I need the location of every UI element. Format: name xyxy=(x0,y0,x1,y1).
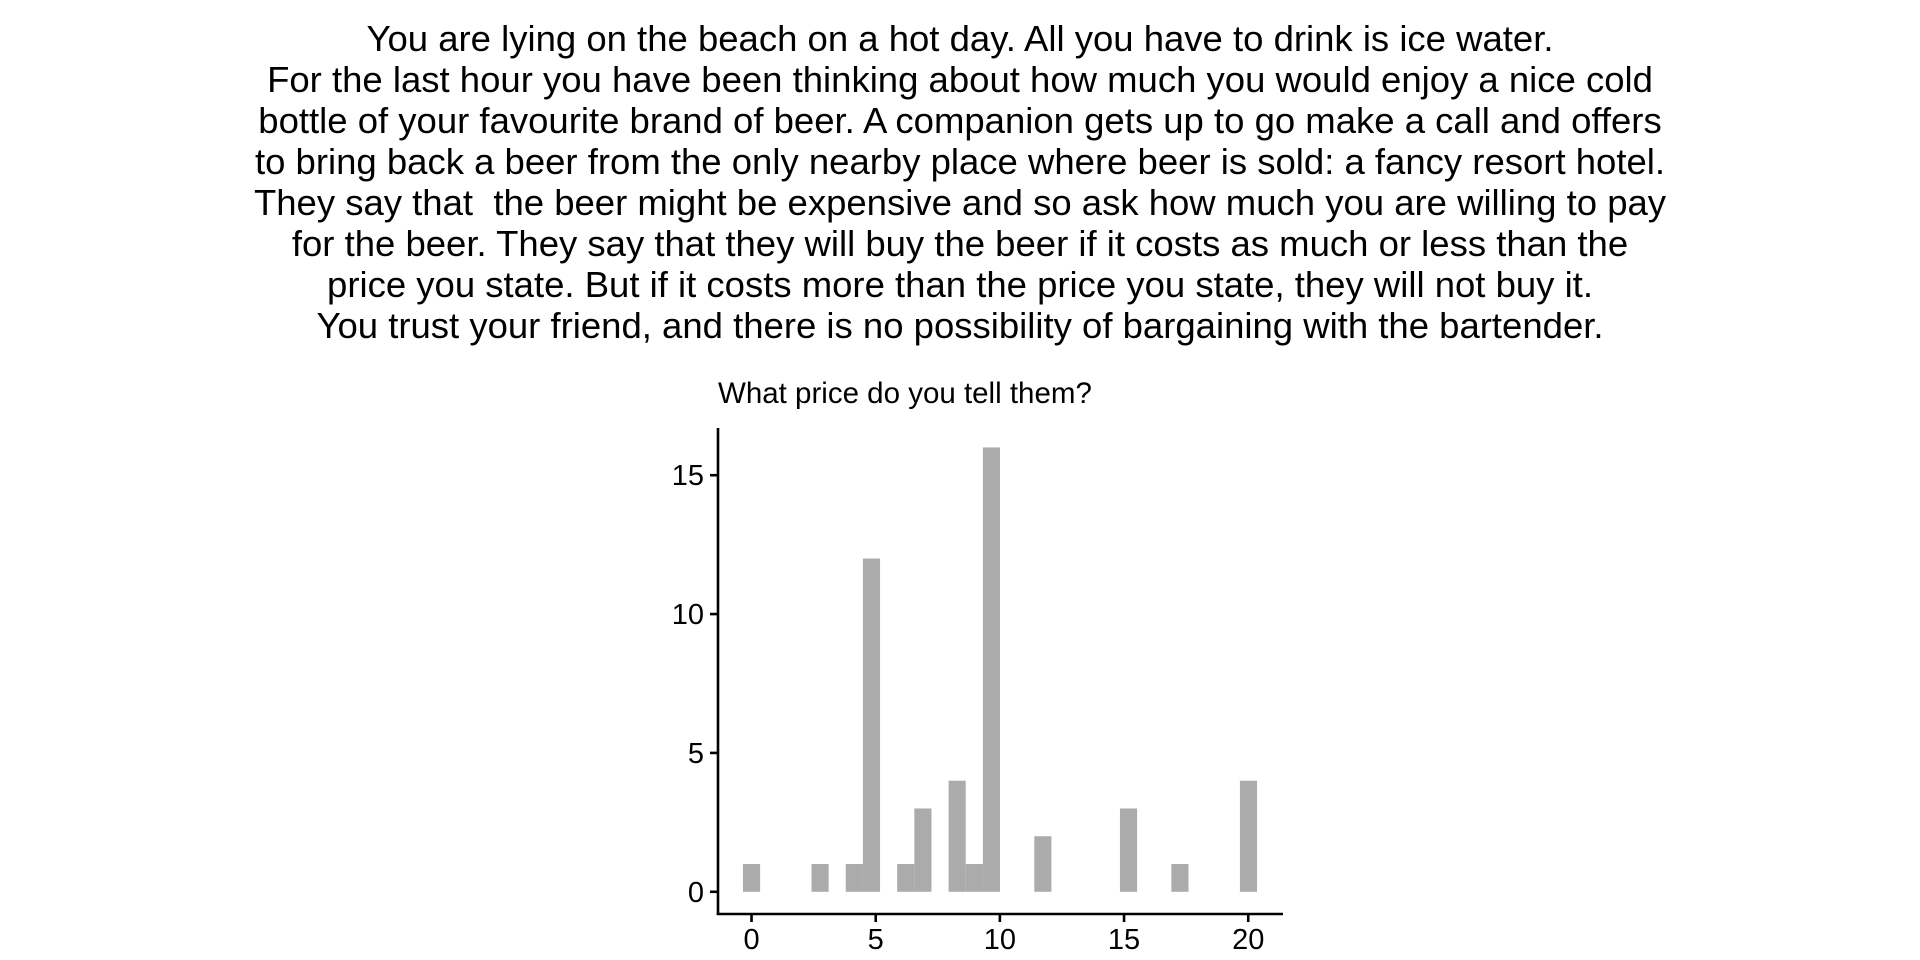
y-tick-label: 10 xyxy=(672,599,704,631)
chart-title: What price do you tell them? xyxy=(718,377,1092,410)
histogram-bar xyxy=(862,558,881,892)
x-tick-label: 0 xyxy=(743,924,759,956)
histogram-bar xyxy=(811,864,829,892)
scenario-line: for the beer. They say that they will bu… xyxy=(291,223,1629,264)
histogram-bar xyxy=(965,864,983,892)
scenario-line: For the last hour you have been thinking… xyxy=(267,59,1653,100)
histogram-bar xyxy=(1171,864,1189,892)
scenario-line: You trust your friend, and there is no p… xyxy=(316,305,1604,346)
x-tick-label: 5 xyxy=(868,924,884,956)
y-axis-ticks: 0 5 10 15 xyxy=(672,460,718,909)
scenario-line: bottle of your favourite brand of beer. … xyxy=(258,100,1662,141)
histogram-bar xyxy=(914,808,932,892)
x-tick-label: 15 xyxy=(1108,924,1140,956)
histogram-bar xyxy=(845,864,863,892)
x-tick-label: 20 xyxy=(1232,924,1264,956)
scenario-text: You are lying on the beach on a hot day.… xyxy=(0,18,1920,346)
scenario-line: You are lying on the beach on a hot day.… xyxy=(366,18,1554,59)
scenario-line: price you state. But if it costs more th… xyxy=(327,264,1593,305)
scenario-line: They say that the beer might be expensiv… xyxy=(253,182,1667,223)
histogram-bar xyxy=(1034,836,1052,892)
histogram-bar xyxy=(1239,780,1258,892)
y-tick-label: 15 xyxy=(672,460,704,492)
histogram-bar xyxy=(982,447,1001,892)
histogram-bar xyxy=(897,864,915,892)
histogram-bar xyxy=(948,780,966,892)
y-tick-label: 5 xyxy=(688,738,704,770)
bars-group xyxy=(742,447,1258,892)
scenario-line: to bring back a beer from the only nearb… xyxy=(254,141,1666,182)
histogram-bar xyxy=(1119,808,1138,892)
histogram-bar xyxy=(742,864,761,892)
y-tick-label: 0 xyxy=(688,877,704,909)
x-axis-ticks: 0 5 10 15 20 xyxy=(743,914,1264,956)
x-tick-label: 10 xyxy=(984,924,1016,956)
